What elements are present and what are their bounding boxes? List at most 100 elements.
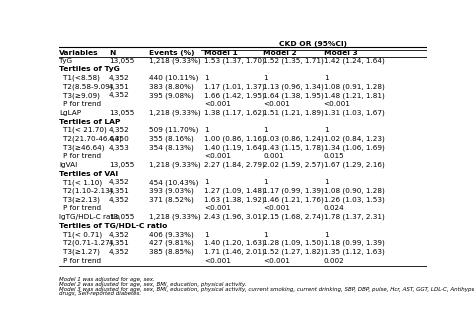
Text: Model 2: Model 2	[263, 50, 297, 56]
Text: 1.08 (0.90, 1.28): 1.08 (0.90, 1.28)	[324, 188, 384, 194]
Text: T2(0.71-1.27): T2(0.71-1.27)	[63, 240, 112, 246]
Text: 1: 1	[204, 179, 209, 185]
Text: 1.40 (1.19, 1.64): 1.40 (1.19, 1.64)	[204, 144, 265, 151]
Text: 355 (8.16%): 355 (8.16%)	[149, 136, 194, 142]
Text: 1.52 (1.35, 1.71): 1.52 (1.35, 1.71)	[263, 57, 324, 64]
Text: 1: 1	[204, 231, 209, 237]
Text: 395 (9.08%): 395 (9.08%)	[149, 92, 194, 99]
Text: T1(< 21.70): T1(< 21.70)	[63, 127, 107, 134]
Text: 1.26 (1.03, 1.53): 1.26 (1.03, 1.53)	[324, 196, 384, 203]
Text: Model 3: Model 3	[324, 50, 357, 56]
Text: 1: 1	[324, 179, 328, 185]
Text: T2(8.58-9.09): T2(8.58-9.09)	[63, 84, 112, 90]
Text: N: N	[109, 50, 115, 56]
Text: 1.52 (1.27, 1.82): 1.52 (1.27, 1.82)	[263, 248, 324, 255]
Text: 1: 1	[204, 127, 209, 133]
Text: 354 (8.13%): 354 (8.13%)	[149, 144, 194, 151]
Text: 385 (8.85%): 385 (8.85%)	[149, 248, 194, 255]
Text: 1.18 (0.99, 1.39): 1.18 (0.99, 1.39)	[324, 240, 384, 246]
Text: 1: 1	[324, 75, 328, 81]
Text: Model 1 was adjusted for age, sex.: Model 1 was adjusted for age, sex.	[59, 277, 155, 282]
Text: <0.001: <0.001	[263, 101, 290, 107]
Text: Model 3 was adjusted for age, sex, BMI, education, physical activity, current sm: Model 3 was adjusted for age, sex, BMI, …	[59, 287, 474, 292]
Text: drugs, Self-reported diabetes.: drugs, Self-reported diabetes.	[59, 291, 141, 296]
Text: 13,055: 13,055	[109, 58, 134, 64]
Text: P for trend: P for trend	[63, 153, 101, 159]
Text: 4,353: 4,353	[109, 145, 129, 151]
Text: 4,352: 4,352	[109, 179, 129, 185]
Text: 4,352: 4,352	[109, 249, 129, 255]
Text: 13,055: 13,055	[109, 162, 134, 168]
Text: 1.35 (1.12, 1.63): 1.35 (1.12, 1.63)	[324, 248, 384, 255]
Text: 393 (9.03%): 393 (9.03%)	[149, 188, 194, 194]
Text: 454 (10.43%): 454 (10.43%)	[149, 179, 199, 186]
Text: 0.024: 0.024	[324, 205, 345, 211]
Text: 1.31 (1.03, 1.67): 1.31 (1.03, 1.67)	[324, 110, 384, 116]
Text: 0.015: 0.015	[324, 153, 345, 159]
Text: 440 (10.11%): 440 (10.11%)	[149, 75, 199, 81]
Text: 1.38 (1.17, 1.62): 1.38 (1.17, 1.62)	[204, 110, 265, 116]
Text: 13,055: 13,055	[109, 214, 134, 220]
Text: 13,055: 13,055	[109, 110, 134, 116]
Text: 1.48 (1.21, 1.81): 1.48 (1.21, 1.81)	[324, 92, 384, 99]
Text: 1,218 (9.33%): 1,218 (9.33%)	[149, 214, 201, 220]
Text: 1.67 (1.29, 2.16): 1.67 (1.29, 2.16)	[324, 162, 384, 168]
Text: 1.00 (0.86, 1.16): 1.00 (0.86, 1.16)	[204, 136, 265, 142]
Text: 1.40 (1.20, 1.63): 1.40 (1.20, 1.63)	[204, 240, 265, 246]
Text: 1: 1	[204, 75, 209, 81]
Text: CKD OR (95%CI): CKD OR (95%CI)	[279, 41, 346, 47]
Text: 0.002: 0.002	[324, 258, 345, 264]
Text: 1.17 (0.99, 1.39): 1.17 (0.99, 1.39)	[263, 188, 324, 194]
Text: 4,351: 4,351	[109, 188, 129, 194]
Text: 1.27 (1.09, 1.48): 1.27 (1.09, 1.48)	[204, 188, 265, 194]
Text: <0.001: <0.001	[263, 205, 290, 211]
Text: T1(< 1.10): T1(< 1.10)	[63, 179, 102, 186]
Text: <0.001: <0.001	[204, 153, 231, 159]
Text: T3(≥2.13): T3(≥2.13)	[63, 196, 100, 203]
Text: 4,351: 4,351	[109, 240, 129, 246]
Text: 1.17 (1.01, 1.37): 1.17 (1.01, 1.37)	[204, 84, 265, 90]
Text: Variables: Variables	[59, 50, 99, 56]
Text: 406 (9.33%): 406 (9.33%)	[149, 231, 194, 238]
Text: Tertiles of TG/HDL-C ratio: Tertiles of TG/HDL-C ratio	[59, 223, 168, 229]
Text: 1: 1	[324, 231, 328, 237]
Text: 1.28 (1.09, 1.50): 1.28 (1.09, 1.50)	[263, 240, 324, 246]
Text: T2(21.70-46.64): T2(21.70-46.64)	[63, 136, 122, 142]
Text: <0.001: <0.001	[204, 205, 231, 211]
Text: 2.43 (1.96, 3.01): 2.43 (1.96, 3.01)	[204, 214, 265, 220]
Text: 1: 1	[263, 75, 268, 81]
Text: 4,352: 4,352	[109, 93, 129, 99]
Text: 1.42 (1.24, 1.64): 1.42 (1.24, 1.64)	[324, 57, 384, 64]
Text: 371 (8.52%): 371 (8.52%)	[149, 196, 194, 203]
Text: 383 (8.80%): 383 (8.80%)	[149, 84, 194, 90]
Text: 1.03 (0.86, 1.24): 1.03 (0.86, 1.24)	[263, 136, 324, 142]
Text: Events (%): Events (%)	[149, 50, 195, 56]
Text: Tertiles of VAI: Tertiles of VAI	[59, 171, 118, 177]
Text: Model 1: Model 1	[204, 50, 238, 56]
Text: <0.001: <0.001	[204, 258, 231, 264]
Text: 427 (9.81%): 427 (9.81%)	[149, 240, 194, 246]
Text: P for trend: P for trend	[63, 205, 101, 211]
Text: <0.001: <0.001	[324, 101, 351, 107]
Text: 1.51 (1.21, 1.89): 1.51 (1.21, 1.89)	[263, 110, 324, 116]
Text: T3(≥1.27): T3(≥1.27)	[63, 248, 100, 255]
Text: 2.02 (1.59, 2.57): 2.02 (1.59, 2.57)	[263, 162, 324, 168]
Text: 4,352: 4,352	[109, 197, 129, 203]
Text: lgTG/HDL-C ratio: lgTG/HDL-C ratio	[59, 214, 120, 220]
Text: T3(≥9.09): T3(≥9.09)	[63, 92, 100, 99]
Text: 1: 1	[263, 231, 268, 237]
Text: T2(1.10-2.13): T2(1.10-2.13)	[63, 188, 112, 194]
Text: <0.001: <0.001	[263, 258, 290, 264]
Text: 4,352: 4,352	[109, 231, 129, 237]
Text: P for trend: P for trend	[63, 258, 101, 264]
Text: 1.63 (1.38, 1.92): 1.63 (1.38, 1.92)	[204, 196, 265, 203]
Text: T1(< 0.71): T1(< 0.71)	[63, 231, 102, 238]
Text: 1.64 (1.38, 1.95): 1.64 (1.38, 1.95)	[263, 92, 324, 99]
Text: 0.001: 0.001	[263, 153, 284, 159]
Text: lgVAI: lgVAI	[59, 162, 78, 168]
Text: T1(<8.58): T1(<8.58)	[63, 75, 100, 81]
Text: 1,218 (9.33%): 1,218 (9.33%)	[149, 57, 201, 64]
Text: T3(≥46.64): T3(≥46.64)	[63, 144, 104, 151]
Text: 1.08 (0.91, 1.28): 1.08 (0.91, 1.28)	[324, 84, 384, 90]
Text: 1.46 (1.21, 1.76): 1.46 (1.21, 1.76)	[263, 196, 324, 203]
